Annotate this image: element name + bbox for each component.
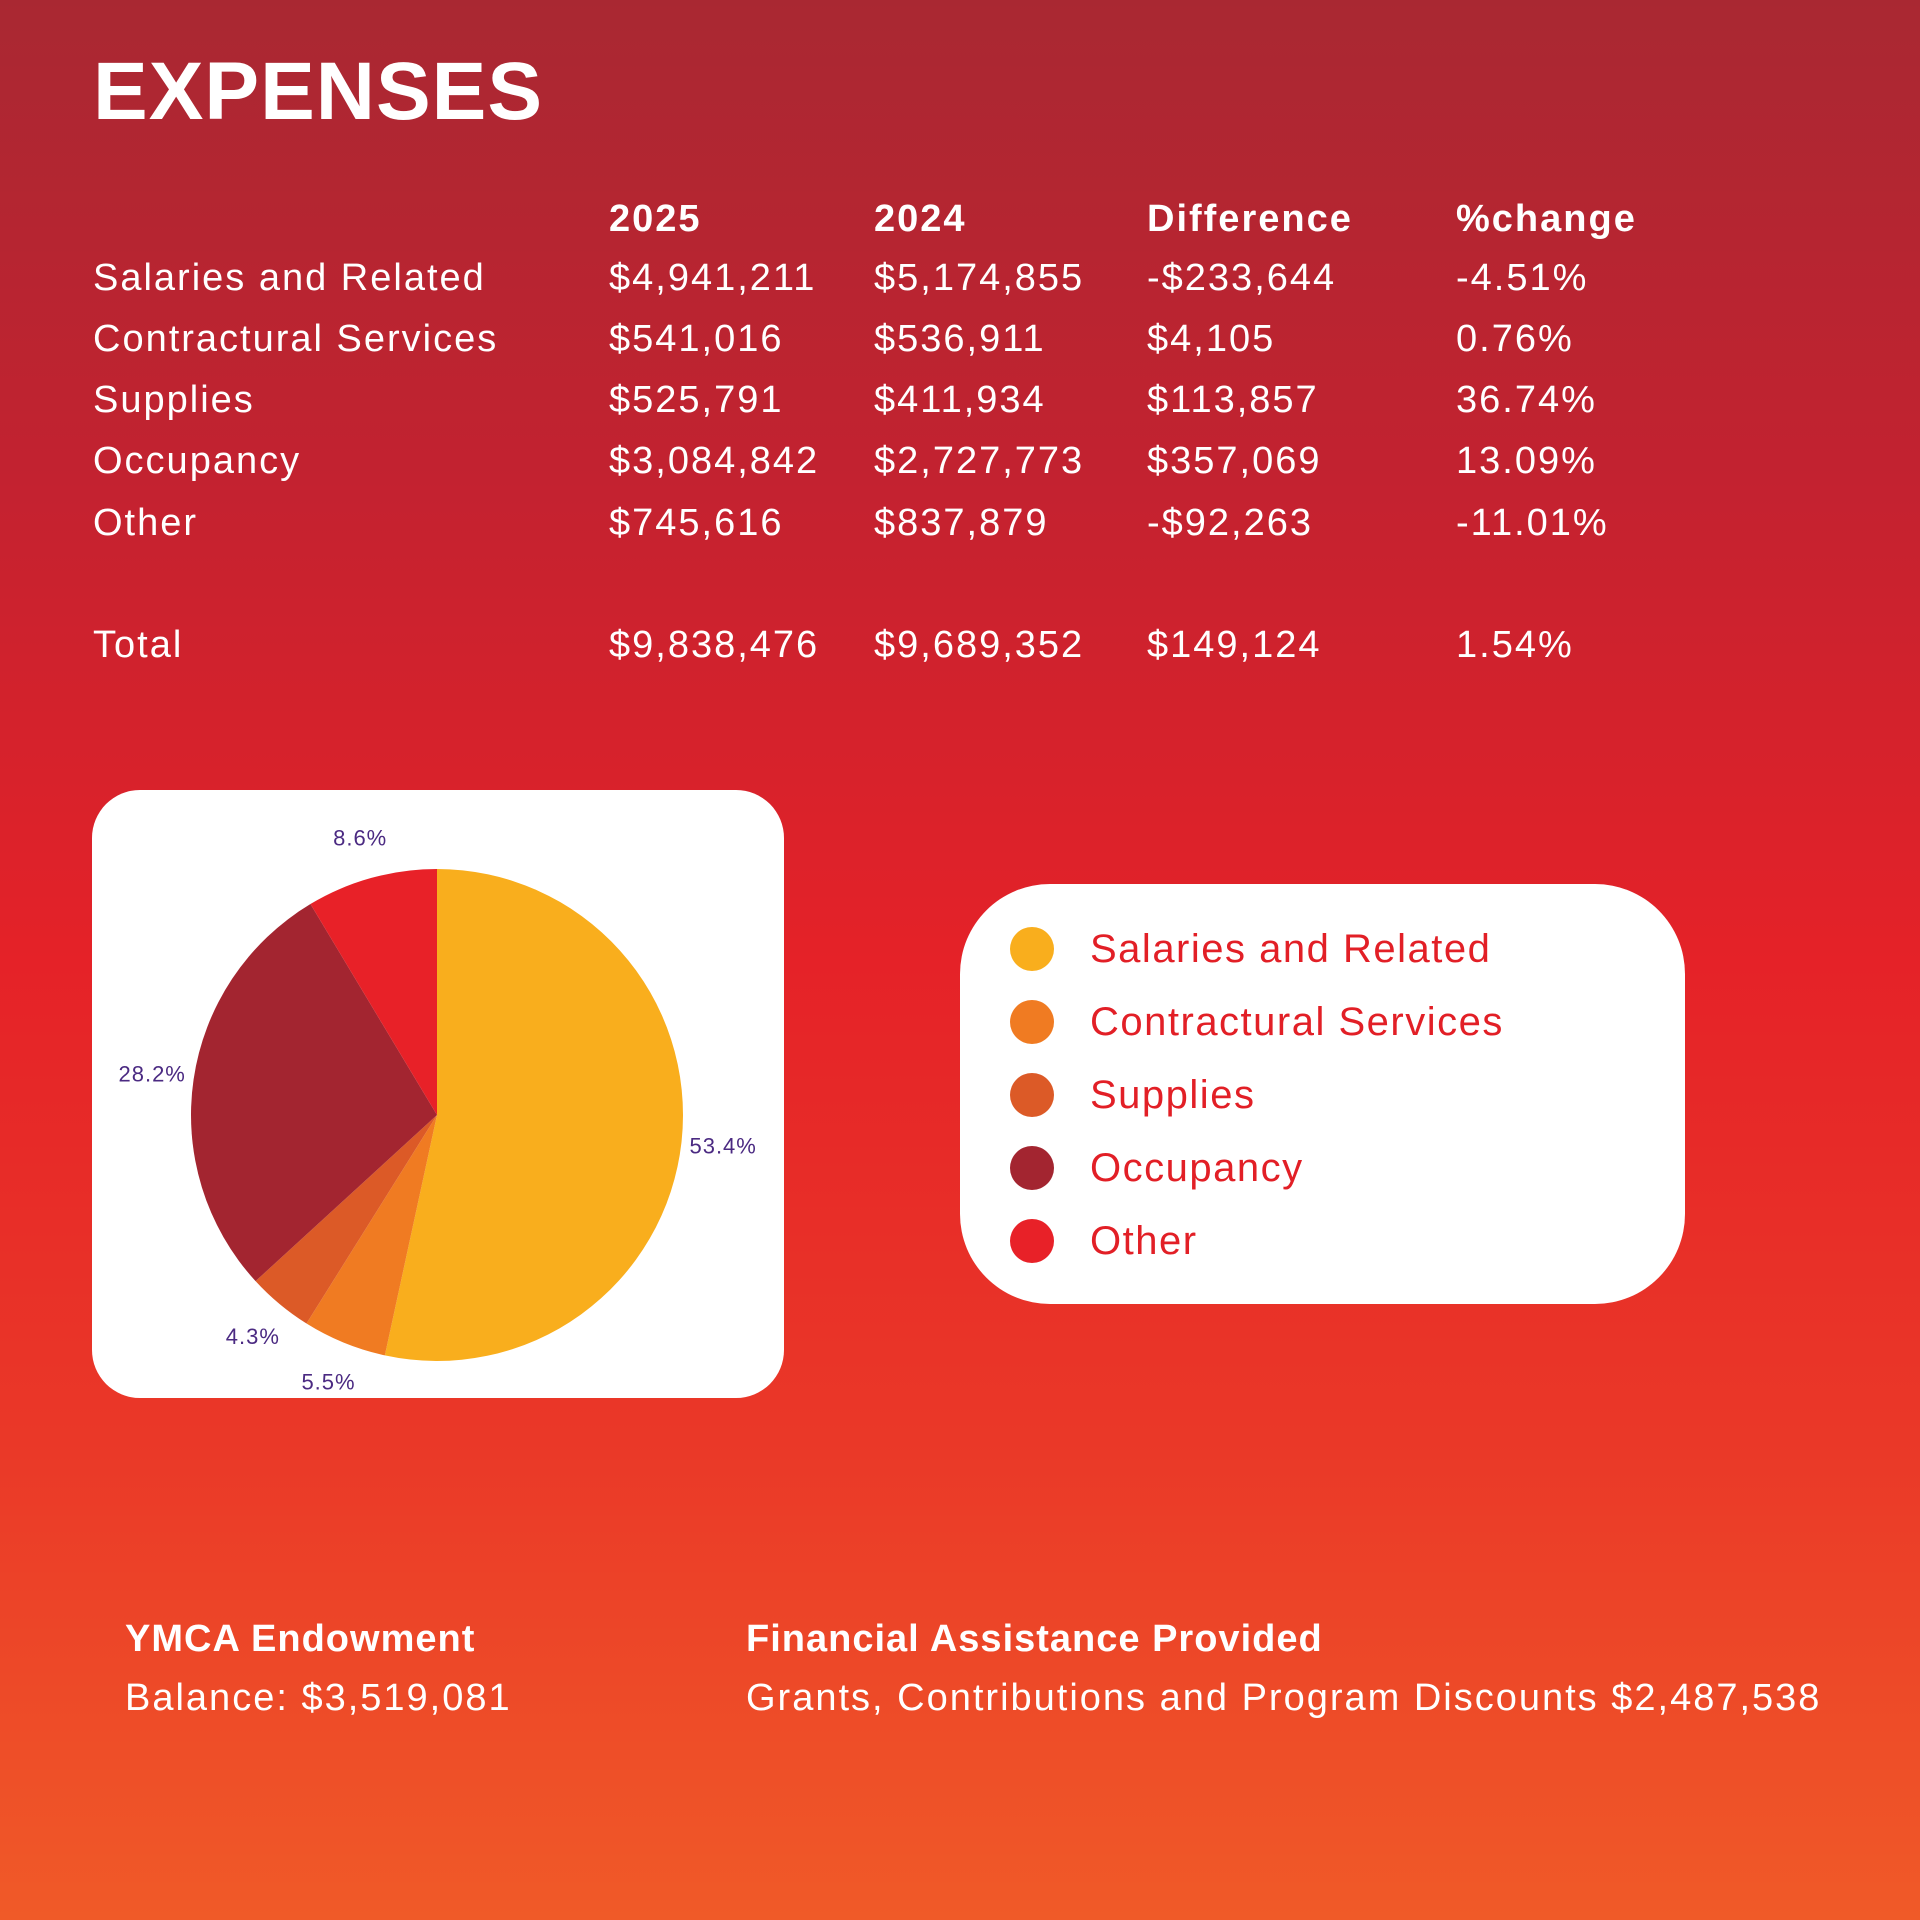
pie-slice-salaries-and-related	[384, 869, 683, 1361]
pie-data-label: 8.6%	[333, 826, 387, 851]
pie-data-label: 53.4%	[689, 1134, 756, 1159]
total-cell: $9,838,476	[609, 624, 820, 666]
row-label: Other	[93, 502, 199, 544]
total-cell: $9,689,352	[874, 624, 1085, 666]
pie-data-label: 28.2%	[118, 1062, 185, 1087]
column-header: 2024	[874, 198, 967, 240]
table-cell: -4.51%	[1456, 257, 1589, 299]
row-label: Occupancy	[93, 440, 302, 482]
pie-data-label: 4.3%	[226, 1324, 280, 1349]
total-label: Total	[93, 624, 184, 666]
table-cell: $113,857	[1147, 379, 1319, 421]
table-cell: $4,941,211	[609, 257, 817, 299]
legend-swatch-icon	[1010, 1073, 1054, 1117]
legend-item: Contractural Services	[1010, 1000, 1504, 1044]
endowment-balance: Balance: $3,519,081	[125, 1677, 512, 1719]
table-cell: $357,069	[1147, 440, 1322, 482]
legend-label: Supplies	[1090, 1072, 1256, 1117]
total-cell: 1.54%	[1456, 624, 1574, 666]
table-cell: 13.09%	[1456, 440, 1597, 482]
legend-item: Supplies	[1010, 1073, 1255, 1117]
pie-slice-other	[310, 869, 437, 1115]
table-cell: $745,616	[609, 502, 784, 544]
legend-label: Occupancy	[1090, 1145, 1304, 1190]
legend-label: Other	[1090, 1218, 1198, 1263]
legend-label: Contractural Services	[1090, 999, 1504, 1044]
pie-chart: 53.4% 5.5% 4.3% 28.2% 8.6%	[118, 826, 756, 1395]
row-label: Salaries and Related	[93, 257, 486, 299]
assistance-heading: Financial Assistance Provided	[746, 1618, 1323, 1660]
legend-swatch-icon	[1010, 927, 1054, 971]
pie-slice-contractural-services	[306, 1115, 437, 1356]
table-cell: $4,105	[1147, 318, 1276, 360]
table-cell: -11.01%	[1456, 502, 1609, 544]
pie-data-label: 5.5%	[301, 1370, 355, 1395]
column-header: 2025	[609, 198, 702, 240]
assistance-text: Grants, Contributions and Program Discou…	[746, 1677, 1822, 1719]
legend-swatch-icon	[1010, 1219, 1054, 1263]
endowment-heading: YMCA Endowment	[125, 1618, 476, 1660]
table-cell: $536,911	[874, 318, 1046, 360]
total-cell: $149,124	[1147, 624, 1322, 666]
page-title: EXPENSES	[93, 46, 544, 137]
legend-swatch-icon	[1010, 1000, 1054, 1044]
table-cell: -$233,644	[1147, 257, 1337, 299]
legend-label: Salaries and Related	[1090, 926, 1492, 971]
chart-legend: Salaries and Related Contractural Service…	[960, 884, 1685, 1304]
legend-item: Other	[1010, 1219, 1198, 1263]
table-cell: 0.76%	[1456, 318, 1574, 360]
row-label: Contractural Services	[93, 318, 499, 360]
legend-item: Occupancy	[1010, 1146, 1304, 1190]
table-cell: $525,791	[609, 379, 784, 421]
table-cell: $541,016	[609, 318, 784, 360]
legend-swatch-icon	[1010, 1146, 1054, 1190]
legend-item: Salaries and Related	[1010, 927, 1491, 971]
table-cell: $411,934	[874, 379, 1046, 421]
table-cell: $3,084,842	[609, 440, 820, 482]
pie-slice-occupancy	[190, 904, 437, 1282]
row-label: Supplies	[93, 379, 255, 421]
table-cell: -$92,263	[1147, 502, 1314, 544]
column-header: Difference	[1147, 198, 1353, 240]
table-cell: 36.74%	[1456, 379, 1597, 421]
table-cell: $5,174,855	[874, 257, 1085, 299]
pie-slice-supplies	[255, 1115, 437, 1324]
pie-chart-card: 53.4% 5.5% 4.3% 28.2% 8.6%	[92, 790, 784, 1398]
table-cell: $837,879	[874, 502, 1049, 544]
table-cell: $2,727,773	[874, 440, 1085, 482]
column-header: %change	[1456, 198, 1637, 240]
